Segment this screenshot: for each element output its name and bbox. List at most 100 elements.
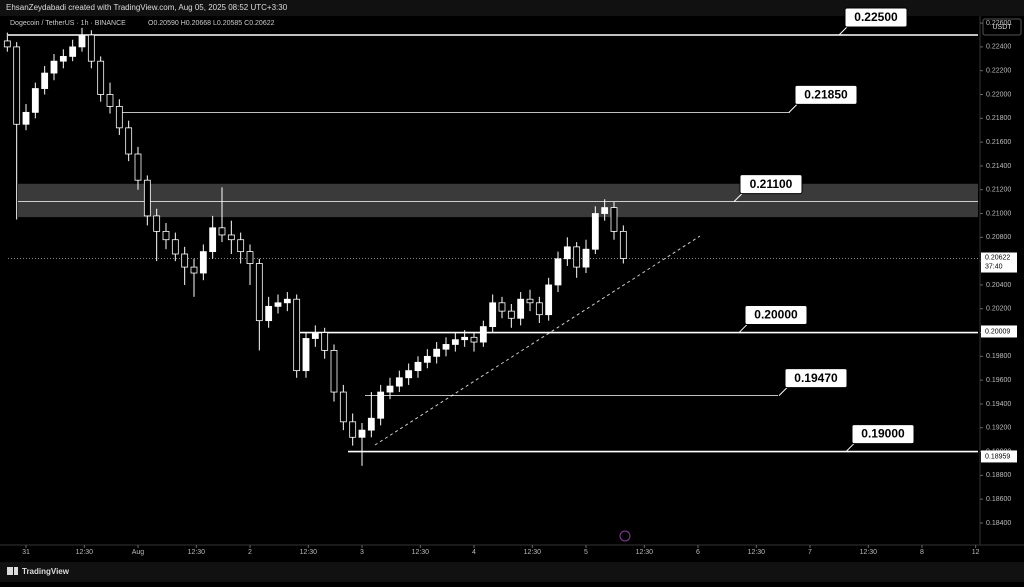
candle-body [507, 310, 515, 319]
candle-body [489, 302, 497, 327]
candle-body [50, 60, 58, 74]
candle-body [209, 227, 217, 253]
candle-body [330, 350, 338, 393]
x-tick-label: Aug [132, 549, 145, 556]
level-label: 0.20000 [754, 308, 798, 322]
candle-body [190, 266, 198, 274]
ohlc: O0.20590 H0.20668 L0.20585 C0.20622 [148, 20, 275, 27]
candle-body [479, 326, 487, 343]
level-label-box [739, 174, 803, 195]
footer [0, 562, 1024, 582]
axis-marker-box [981, 325, 1017, 338]
candle-body [461, 336, 469, 341]
level-connector [738, 324, 748, 333]
y-tick-label: 0.21000 [986, 210, 1011, 217]
candle-body [134, 153, 142, 181]
candle-body [377, 391, 385, 419]
candle-body [87, 34, 95, 62]
y-tick-label: 0.21400 [986, 163, 1011, 170]
x-tick-label: 12:30 [748, 549, 766, 556]
candle-body [97, 60, 105, 95]
trendline [374, 235, 701, 446]
candle-body [470, 336, 478, 343]
event-icon[interactable] [619, 530, 631, 542]
candle-body [545, 284, 553, 316]
candle-body [13, 46, 21, 125]
candle-body [582, 248, 590, 268]
candle-body [255, 263, 263, 322]
last-price-box [981, 252, 1017, 273]
level-connector [845, 443, 855, 452]
level-connector [733, 193, 743, 202]
top-bar [0, 0, 1024, 16]
candle-body [3, 40, 11, 48]
candle-body [181, 253, 189, 268]
axis-marker-box [981, 450, 1017, 463]
candle-body [78, 34, 86, 48]
x-tick-label: 12:30 [300, 549, 318, 556]
x-tick-label: 4 [472, 549, 476, 556]
level-label: 0.19470 [794, 371, 838, 385]
candle-body [143, 179, 151, 217]
candle-body [22, 111, 30, 125]
candle-body [199, 251, 207, 274]
y-tick-label: 0.21200 [986, 187, 1011, 194]
candle-body [349, 421, 357, 438]
y-tick-label: 0.20400 [986, 282, 1011, 289]
candle-body [311, 332, 319, 339]
x-tick-label: 6 [696, 549, 700, 556]
currency: USDT [992, 24, 1012, 31]
candle-body [563, 246, 571, 260]
y-tick-label: 0.20200 [986, 306, 1011, 313]
currency-box[interactable] [982, 18, 1022, 36]
candle-body [106, 94, 114, 107]
level-label: 0.21850 [804, 88, 848, 102]
x-tick-label: 8 [920, 549, 924, 556]
candle-body [162, 230, 170, 241]
countdown: 37:40 [985, 263, 1003, 270]
candle-body [554, 258, 562, 286]
candle-body [339, 391, 347, 423]
x-tick-label: 31 [22, 549, 30, 556]
candle-body [386, 385, 394, 393]
candle-body [153, 215, 161, 232]
x-tick-label: 2 [248, 549, 252, 556]
x-tick-label: 3 [360, 549, 364, 556]
y-tick-label: 0.22600 [986, 20, 1011, 27]
y-tick-label: 0.18800 [986, 472, 1011, 479]
candle-body [274, 302, 282, 307]
candle-body [41, 72, 49, 89]
candle-body [358, 429, 366, 438]
y-tick-label: 0.18600 [986, 496, 1011, 503]
y-tick-label: 0.21800 [986, 115, 1011, 122]
logo [7, 567, 18, 575]
y-tick-label: 0.21600 [986, 139, 1011, 146]
candle-body [517, 298, 525, 319]
candle-body [451, 339, 459, 345]
x-tick-label: 12:30 [860, 549, 878, 556]
x-tick-label: 12:30 [524, 549, 542, 556]
credit: EhsanZeydabadi created with TradingView.… [6, 3, 288, 12]
y-tick-label: 0.19400 [986, 401, 1011, 408]
candle-body [601, 207, 609, 214]
candle-body [610, 207, 618, 232]
candle-body [414, 361, 422, 372]
x-tick-label: 7 [808, 549, 812, 556]
candle-body [302, 338, 310, 372]
y-tick-label: 0.22200 [986, 68, 1011, 75]
last-price-label: 0.20622 [985, 254, 1010, 261]
level-label-box [851, 424, 915, 445]
x-tick-label: 12:30 [76, 549, 94, 556]
candle-body [59, 56, 67, 62]
level-label-box [784, 368, 848, 389]
candle-body [31, 88, 39, 113]
symbol: Dogecoin / TetherUS · 1h · BINANCE [10, 20, 126, 27]
y-tick-label: 0.18400 [986, 520, 1011, 527]
candle-body [227, 234, 235, 241]
y-tick-label: 0.22000 [986, 91, 1011, 98]
candle-body [405, 370, 413, 379]
candle-body [573, 246, 581, 268]
candle-body [171, 239, 179, 255]
candle-body [283, 298, 291, 304]
candle-body [619, 230, 627, 259]
